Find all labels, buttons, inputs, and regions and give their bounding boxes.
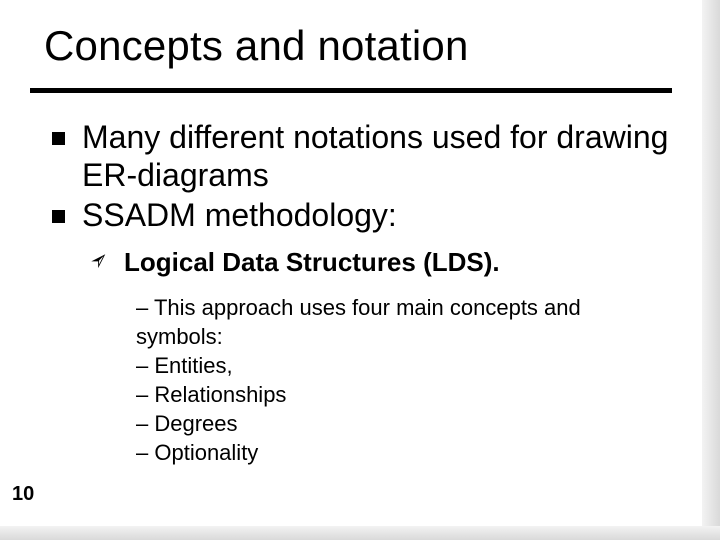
bullet-list-level2: Logical Data Structures (LDS). [94,246,672,279]
bullet-list-level1: Many different notations used for drawin… [52,119,672,234]
list-item: Degrees [136,409,672,438]
page-number: 10 [12,483,34,506]
title-rule [30,88,672,93]
list-item: SSADM methodology: [52,197,672,235]
list-item: Many different notations used for drawin… [52,119,672,195]
slide-title: Concepts and notation [44,22,672,70]
list-item: This approach uses four main concepts an… [136,293,672,351]
list-item: Logical Data Structures (LDS). [94,246,672,279]
slide-shadow-right [702,0,720,540]
list-item: Optionality [136,438,672,467]
list-item: Relationships [136,380,672,409]
slide-shadow-bottom [0,526,720,540]
slide-body: Concepts and notation Many different not… [0,0,702,526]
list-item: Entities, [136,351,672,380]
bullet-list-level3: This approach uses four main concepts an… [136,293,672,467]
